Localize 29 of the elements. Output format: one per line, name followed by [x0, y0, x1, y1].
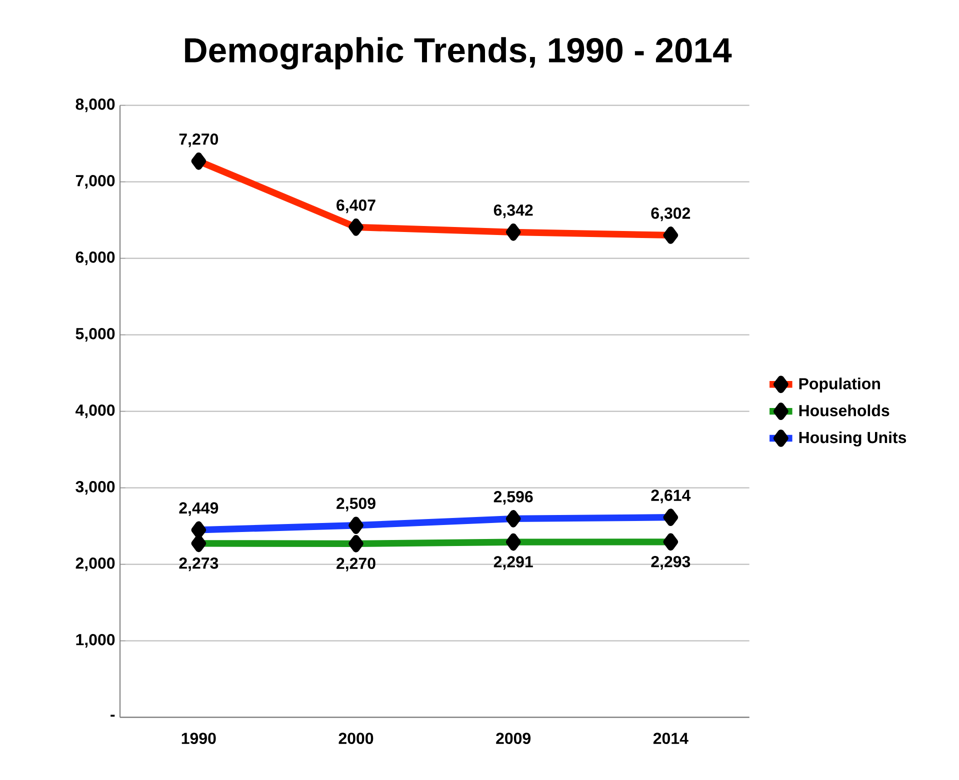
data-label: 2,596: [494, 491, 533, 505]
y-tick-label: 7,000: [76, 175, 115, 189]
data-label: 2,273: [179, 557, 218, 572]
y-tick-label: 4,000: [76, 404, 115, 418]
data-label: 6,407: [336, 200, 376, 214]
chart-title: Demographic Trends, 1990 - 2014: [185, 37, 732, 70]
x-tick-label: 2014: [653, 732, 688, 744]
data-label: 7,270: [179, 133, 218, 148]
data-label: 6,302: [651, 208, 690, 222]
data-label: 2,509: [336, 498, 376, 512]
y-tick-label: 2,000: [76, 558, 115, 572]
data-label: 2,614: [651, 490, 691, 504]
y-tick-label: 6,000: [76, 252, 115, 266]
x-tick-label: 2000: [338, 732, 374, 744]
data-label: 2,293: [651, 556, 690, 570]
y-tick-label: 8,000: [76, 98, 115, 112]
x-tick-label: 2009: [496, 732, 531, 744]
x-tick-label: 1990: [182, 732, 216, 744]
data-label: 2,449: [179, 502, 218, 516]
y-tick-label: -: [110, 714, 115, 717]
y-tick-label: 3,000: [76, 481, 115, 495]
y-tick-label: 1,000: [76, 634, 115, 648]
data-label: 2,291: [494, 556, 533, 570]
legend-label: Housing Units: [799, 431, 906, 446]
data-label: 2,270: [336, 558, 376, 572]
y-tick-label: 5,000: [76, 328, 115, 342]
legend-label: Population: [799, 378, 880, 393]
legend-label: Households: [799, 404, 890, 416]
data-label: 6,342: [494, 204, 533, 218]
